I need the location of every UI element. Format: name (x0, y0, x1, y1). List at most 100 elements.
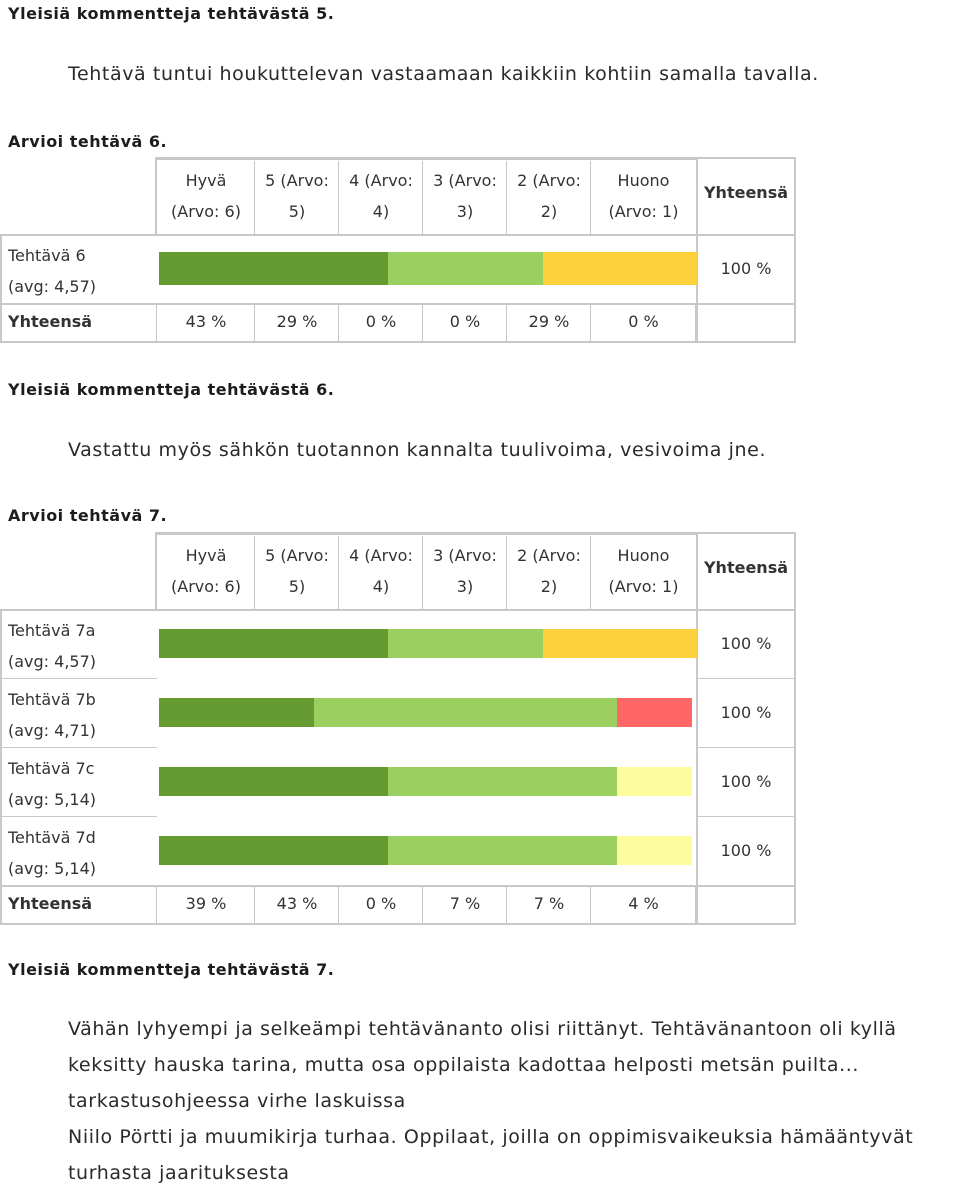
row-label-avg: (avg: 4,57) (8, 652, 97, 671)
column-total: 43 % (276, 894, 318, 913)
table-border (156, 885, 157, 923)
column-total: 0 % (628, 312, 659, 331)
column-header-line: Hyvä (185, 546, 227, 565)
bar-segment (388, 252, 543, 285)
column-header-line: 3) (456, 577, 474, 596)
table-border (0, 747, 157, 748)
bar-segment (159, 767, 389, 796)
column-header: 2 (Arvo: 2) (507, 165, 591, 227)
table-border (0, 885, 796, 887)
bar-segment (388, 629, 543, 658)
table-border (155, 157, 157, 234)
table-border (696, 532, 698, 923)
column-header: Huono (Arvo: 1) (591, 540, 696, 602)
table-border (0, 303, 796, 305)
row-label: Tehtävä 7c (avg: 5,14) (8, 753, 96, 815)
column-header-line: 4) (372, 202, 390, 221)
column-total: 0 % (365, 312, 397, 331)
column-total: 0 % (449, 312, 481, 331)
row-total: 100 % (720, 258, 772, 278)
bar-segment (159, 836, 389, 865)
table-border (695, 303, 696, 341)
column-header-line: 5 (Arvo: (265, 546, 329, 565)
comments-7: Vähän lyhyempi ja selkeämpi tehtävänanto… (68, 1011, 913, 1191)
comment-line: tarkastusohjeessa virhe laskuissa (68, 1090, 406, 1112)
row-label-name: Tehtävä 7c (8, 759, 95, 778)
column-header: 3 (Arvo: 3) (423, 165, 507, 227)
table-border (254, 885, 255, 923)
table-border (590, 303, 591, 341)
table-border (590, 536, 591, 609)
row-total: 100 % (720, 771, 772, 791)
bar-segment (159, 629, 389, 658)
column-total: 0 % (365, 894, 397, 913)
bar-segment (388, 767, 618, 796)
column-total: 4 % (628, 894, 659, 913)
table-border (0, 609, 2, 923)
column-header-line: 4 (Arvo: (349, 171, 413, 190)
table-border (254, 536, 255, 609)
table-border (696, 532, 796, 534)
bar-segment (617, 698, 692, 727)
bar-segment (388, 836, 618, 865)
column-header-line: 2) (540, 577, 558, 596)
column-header: 4 (Arvo: 4) (339, 165, 423, 227)
column-total: 7 % (449, 894, 481, 913)
column-header-line: (Arvo: 1) (608, 577, 679, 596)
distribution-bar (159, 836, 692, 865)
row-label: Tehtävä 6 (avg: 4,57) (8, 240, 96, 302)
column-header: 4 (Arvo: 4) (339, 540, 423, 602)
comment-5: Tehtävä tuntui houkuttelevan vastaamaan … (68, 63, 819, 85)
table-border (0, 678, 157, 679)
column-total: 7 % (533, 894, 565, 913)
table-border (590, 885, 591, 923)
column-header-line: Hyvä (185, 171, 227, 190)
comment-line: Vastattu myös sähkön tuotannon kannalta … (68, 439, 767, 461)
total-column-header: Yhteensä (703, 558, 789, 577)
row-label: Tehtävä 7b (avg: 4,71) (8, 684, 96, 746)
table-border (506, 885, 507, 923)
column-header-line: 3) (456, 202, 474, 221)
table-border (422, 885, 423, 923)
column-total: 29 % (528, 312, 570, 331)
comment-line: Niilo Pörtti ja muumikirja turhaa. Oppil… (68, 1126, 914, 1148)
comment-line: turhasta jaarituksesta (68, 1162, 290, 1184)
table-border (0, 923, 796, 925)
distribution-bar (159, 252, 698, 285)
totals-row-label: Yhteensä (8, 894, 93, 913)
column-header: 3 (Arvo: 3) (423, 540, 507, 602)
bar-segment (159, 252, 389, 285)
column-total: 39 % (185, 894, 227, 913)
table-border (506, 536, 507, 609)
table-border (0, 609, 796, 611)
table-border (696, 157, 698, 341)
column-header-line: 3 (Arvo: (433, 546, 497, 565)
bar-segment (313, 698, 618, 727)
table-border (254, 303, 255, 341)
table-border (155, 532, 157, 609)
table-border (338, 303, 339, 341)
row-label-name: Tehtävä 6 (8, 246, 86, 265)
table-border (338, 885, 339, 923)
row-label-avg: (avg: 5,14) (8, 859, 97, 878)
row-total: 100 % (720, 840, 772, 860)
distribution-bar (159, 767, 692, 796)
section-title-6: Arvioi tehtävä 6. (8, 132, 168, 151)
table-border (590, 161, 591, 234)
row-label-avg: (avg: 4,57) (8, 277, 97, 296)
table-border (696, 747, 796, 748)
column-total: 29 % (276, 312, 318, 331)
table-border (338, 536, 339, 609)
table-border (0, 234, 796, 236)
comments-6: Vastattu myös sähkön tuotannon kannalta … (68, 432, 766, 468)
row-label-avg: (avg: 4,71) (8, 721, 97, 740)
table-border (338, 161, 339, 234)
table-border (422, 161, 423, 234)
table-border (794, 157, 796, 341)
column-header-line: 5) (288, 577, 306, 596)
column-header-line: 2 (Arvo: (517, 546, 581, 565)
row-total: 100 % (720, 633, 772, 653)
row-label: Tehtävä 7a (avg: 4,57) (8, 615, 96, 677)
bar-segment (542, 252, 698, 285)
column-header-line: 5 (Arvo: (265, 171, 329, 190)
